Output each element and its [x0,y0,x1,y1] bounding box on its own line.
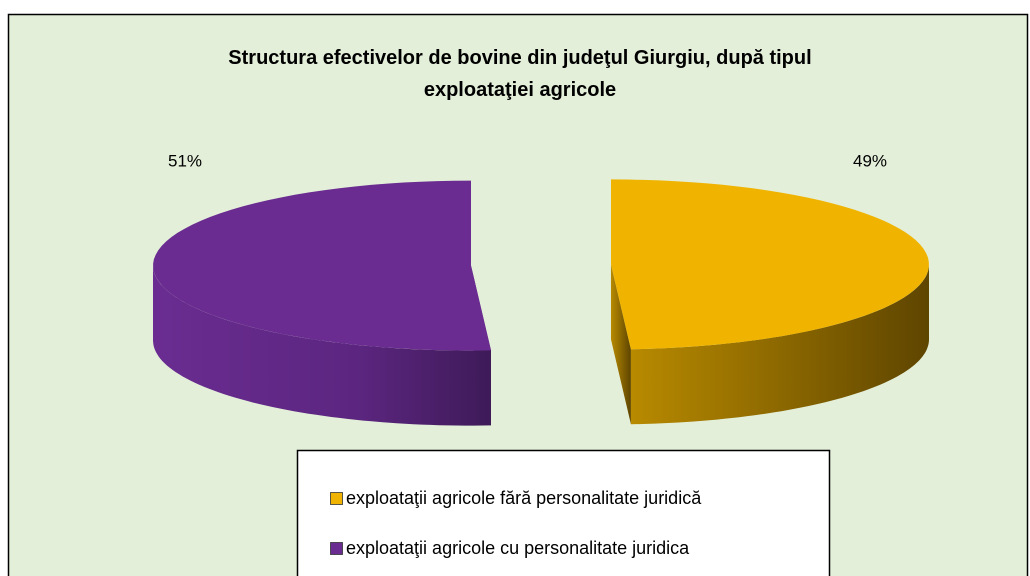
legend-label: exploataţii agricole fără personalitate … [346,488,702,508]
legend-box [296,449,831,576]
data-label: 49% [853,151,887,170]
chart-title: Structura efectivelor de bovine din jude… [228,47,812,101]
slice [611,179,929,350]
legend-swatch [330,492,343,505]
data-label: 51% [168,151,202,170]
legend-swatch [330,542,343,555]
pie [153,179,929,426]
legend-label: exploataţii agricole cu personalitate ju… [346,538,690,558]
slice-wall [153,265,491,426]
slice-cut-face [610,264,631,425]
slice [153,180,491,351]
slice-wall [630,264,929,425]
